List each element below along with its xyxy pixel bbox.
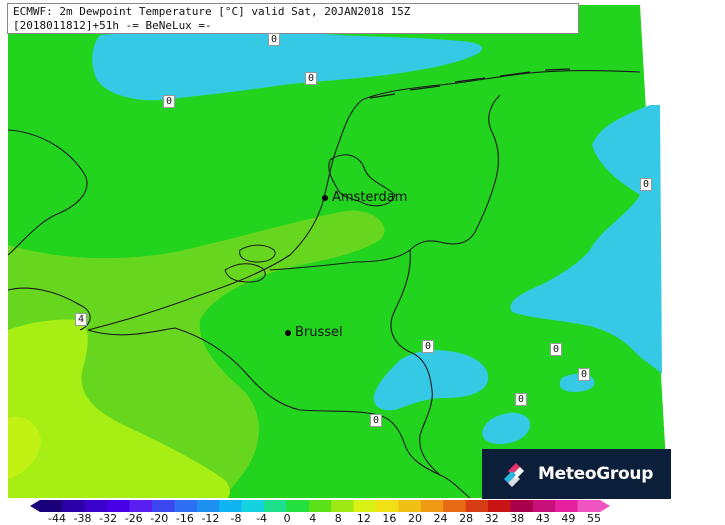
scale-swatch bbox=[107, 500, 131, 512]
scale-arrow-right bbox=[600, 500, 610, 512]
scale-swatch bbox=[241, 500, 265, 512]
colour-scale-bar bbox=[30, 500, 610, 512]
scale-swatch bbox=[353, 500, 377, 512]
ijsselmeer-coast bbox=[328, 154, 396, 207]
contour-label: 0 bbox=[268, 33, 281, 46]
city-dot bbox=[285, 329, 291, 336]
scale-swatch bbox=[465, 500, 489, 512]
scale-swatch bbox=[532, 500, 556, 512]
scale-tick-label: -44 bbox=[48, 512, 66, 525]
scale-tick-label: 43 bbox=[535, 512, 550, 525]
scale-tick-label: 8 bbox=[334, 512, 342, 525]
scale-tick-label: 16 bbox=[382, 512, 397, 525]
scale-tick-label: -38 bbox=[73, 512, 92, 525]
scale-tick-label: -16 bbox=[175, 512, 194, 525]
scale-tick-label: 38 bbox=[510, 512, 525, 525]
eifel-zero-area bbox=[482, 412, 531, 444]
scale-tick-label: 32 bbox=[484, 512, 499, 525]
scale-swatch bbox=[555, 500, 579, 512]
contour-label: 0 bbox=[163, 95, 176, 108]
contour-label: 0 bbox=[550, 343, 563, 356]
scale-swatch bbox=[443, 500, 467, 512]
map-title-box: ECMWF: 2m Dewpoint Temperature [°C] vali… bbox=[7, 3, 579, 34]
scale-swatch bbox=[398, 500, 422, 512]
yellow-green-band bbox=[8, 319, 230, 498]
contour-label: 0 bbox=[370, 414, 383, 427]
scale-swatch bbox=[331, 500, 355, 512]
scale-swatch bbox=[174, 500, 198, 512]
scale-tick-label: 20 bbox=[408, 512, 422, 525]
frisian-islands bbox=[369, 68, 571, 99]
nl-border bbox=[269, 94, 501, 271]
scale-swatch bbox=[40, 500, 63, 512]
scale-swatch bbox=[510, 500, 534, 512]
scale-swatch bbox=[308, 500, 332, 512]
logo-text: MeteoGroup bbox=[538, 464, 654, 484]
scale-swatch bbox=[129, 500, 153, 512]
scale-tick-label: 0 bbox=[283, 512, 291, 525]
meteogroup-logo: MeteoGroup bbox=[482, 449, 671, 499]
scale-swatch bbox=[196, 500, 220, 512]
colour-scale-labels: -44 -38 -32 -26 -20 -16 -12 -8 -4 0 4 8 12 16 20 24 28 32… bbox=[0, 511, 725, 525]
contour-label: 0 bbox=[422, 340, 435, 353]
scale-tick-label: -26 bbox=[124, 512, 143, 525]
map-title-line2: [2018011812]+51h -= BeNeLux =- bbox=[13, 19, 212, 32]
scale-tick-label: -4 bbox=[256, 512, 268, 525]
map-title-line1: ECMWF: 2m Dewpoint Temperature [°C] vali… bbox=[13, 5, 411, 18]
continental-coastline bbox=[87, 70, 641, 331]
meteogroup-logo-icon bbox=[504, 463, 524, 487]
zeeland-islands bbox=[224, 244, 276, 283]
scale-tick-label: -8 bbox=[230, 512, 242, 525]
scale-tick-label: 55 bbox=[587, 512, 601, 525]
uk-coastline bbox=[7, 129, 91, 331]
contour-label: 4 bbox=[75, 313, 88, 326]
scale-tick-label: -12 bbox=[201, 512, 220, 525]
north-sea-zero-area bbox=[92, 29, 483, 101]
contour-label: 0 bbox=[305, 72, 318, 85]
city-brussel: Brussel bbox=[285, 325, 343, 340]
scale-tick-label: 24 bbox=[433, 512, 448, 525]
scale-swatch bbox=[152, 500, 175, 512]
city-label: Amsterdam bbox=[332, 190, 408, 205]
scale-swatch bbox=[84, 500, 108, 512]
east-zero-area bbox=[510, 105, 662, 374]
scale-swatch bbox=[286, 500, 310, 512]
scale-tick-label: -20 bbox=[150, 512, 169, 525]
contour-label: 0 bbox=[640, 178, 653, 191]
city-amsterdam: Amsterdam bbox=[322, 190, 407, 205]
scale-swatch bbox=[376, 500, 399, 512]
scale-swatch bbox=[420, 500, 444, 512]
scale-tick-label: 4 bbox=[309, 512, 317, 525]
scale-tick-label: 12 bbox=[356, 512, 371, 525]
scale-swatch bbox=[62, 500, 86, 512]
scale-arrow-left bbox=[30, 500, 40, 512]
be-border bbox=[87, 327, 471, 499]
scale-swatch bbox=[577, 500, 601, 512]
contour-label: 0 bbox=[515, 393, 528, 406]
scale-tick-label: 28 bbox=[459, 512, 474, 525]
scale-tick-label: -32 bbox=[99, 512, 118, 525]
contour-label: 0 bbox=[578, 368, 591, 381]
scale-tick-label: 49 bbox=[561, 512, 576, 525]
light-yellow-corner bbox=[8, 416, 41, 478]
scale-swatch bbox=[219, 500, 243, 512]
scale-swatch bbox=[488, 500, 511, 512]
city-label: Brussel bbox=[295, 325, 343, 340]
be-de-border bbox=[390, 249, 441, 476]
scale-swatch bbox=[264, 500, 287, 512]
city-dot bbox=[322, 194, 328, 201]
